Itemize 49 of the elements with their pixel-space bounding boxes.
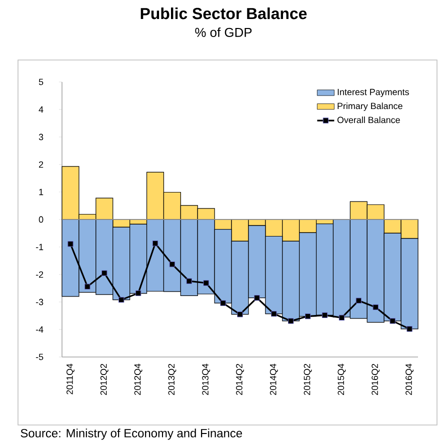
- legend-label: Overall Balance: [337, 116, 400, 124]
- point: [203, 280, 209, 286]
- point: [372, 304, 378, 310]
- point: [356, 298, 362, 304]
- point: [406, 326, 412, 332]
- point: [322, 312, 328, 318]
- y-tick-label: 3: [38, 134, 44, 140]
- y-tick-label: 4: [38, 106, 44, 113]
- x-tick-label: 2012Q2: [100, 364, 108, 395]
- y-tick-label: -2: [36, 271, 44, 278]
- x-tick-label: 2013Q2: [168, 364, 176, 395]
- y-tick-label: 0: [38, 216, 44, 223]
- point: [118, 296, 124, 303]
- y-tick-label: 1: [39, 188, 44, 196]
- point: [186, 278, 192, 284]
- point: [338, 314, 345, 320]
- point: [390, 318, 396, 324]
- point: [68, 241, 74, 247]
- y-tick-label: -3: [36, 298, 44, 306]
- point: [102, 270, 108, 276]
- point: [135, 290, 142, 296]
- x-tick-label: 2016Q2: [372, 364, 380, 395]
- point: [288, 318, 294, 324]
- source-note: Source: Ministry of Economy and Finance: [20, 428, 242, 440]
- legend-label: Primary Balance: [338, 102, 402, 111]
- y-tick-label: 5: [38, 78, 44, 86]
- x-tick-label: 2014Q2: [236, 364, 244, 395]
- x-tick-label: 2016Q4: [406, 364, 414, 395]
- point: [220, 300, 226, 306]
- x-tick-label: 2011Q4: [66, 364, 74, 394]
- x-tick-label: 2013Q4: [202, 364, 210, 395]
- point: [254, 295, 260, 301]
- y-tick-label: 2: [39, 161, 44, 168]
- point: [237, 312, 243, 318]
- point: [304, 313, 311, 320]
- y-tick-label: -5: [36, 354, 44, 360]
- x-tick-label: 2012Q4: [134, 364, 142, 395]
- point: [152, 240, 158, 246]
- x-tick-label: 2015Q4: [338, 364, 346, 395]
- point: [84, 284, 90, 290]
- point: [169, 261, 176, 268]
- x-tick-label: 2014Q4: [270, 364, 278, 395]
- chart-title: Public Sector Balance: [140, 8, 307, 20]
- legend-label: Interest Payments: [338, 88, 409, 97]
- y-tick-label: -4: [36, 326, 44, 333]
- x-tick-label: 2015Q2: [304, 364, 312, 395]
- y-tick-label: -1: [36, 244, 44, 250]
- chart-subtitle: % of GDP: [195, 28, 252, 38]
- point: [271, 310, 277, 317]
